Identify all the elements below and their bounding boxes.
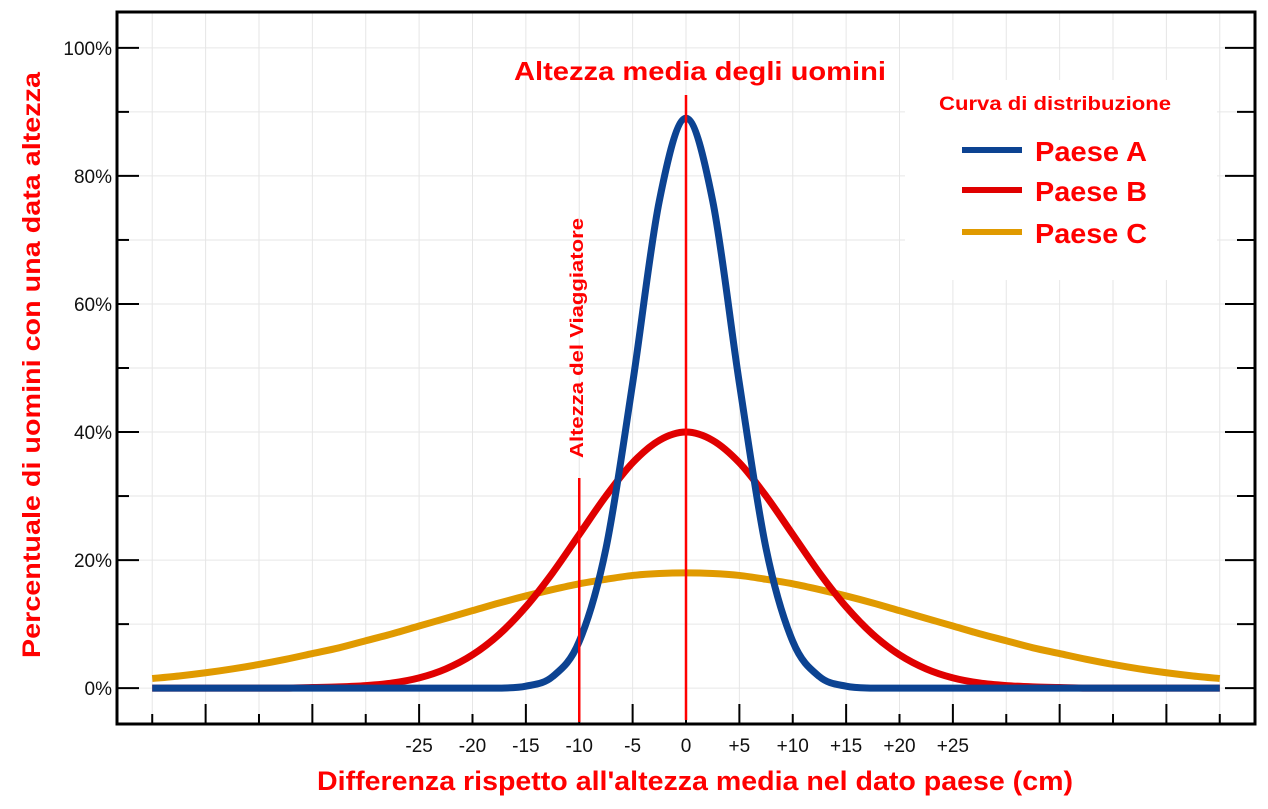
x-tick-label: -20 xyxy=(459,736,486,757)
y-tick-label: 100% xyxy=(63,39,112,60)
legend-label-paese-b: Paese B xyxy=(1035,176,1147,207)
x-tick-label: -10 xyxy=(566,736,593,757)
x-tick-label: +5 xyxy=(729,736,751,757)
x-tick-labels: -25 -20 -15 -10 -5 0 +5 +10 +15 +20 +25 xyxy=(405,736,969,757)
y-tick-label: 20% xyxy=(74,551,112,572)
x-tick-label: -5 xyxy=(624,736,641,757)
legend: Curva di distribuzione Paese A Paese B P… xyxy=(905,80,1217,280)
legend-label-paese-c: Paese C xyxy=(1035,218,1147,249)
y-tick-label: 0% xyxy=(85,679,113,700)
x-tick-label: +25 xyxy=(937,736,969,757)
y-tick-label: 60% xyxy=(74,295,112,316)
traveler-annotation: Altezza del Viaggiatore xyxy=(567,218,587,458)
x-tick-label: 0 xyxy=(681,736,692,757)
x-tick-label: +15 xyxy=(830,736,862,757)
x-tick-label: -25 xyxy=(405,736,432,757)
legend-label-paese-a: Paese A xyxy=(1035,136,1147,167)
chart-title: Altezza media degli uomini xyxy=(514,56,886,86)
y-tick-label: 40% xyxy=(74,423,112,444)
x-tick-label: +20 xyxy=(883,736,915,757)
x-axis-label: Differenza rispetto all'altezza media ne… xyxy=(317,766,1073,796)
x-tick-label: -15 xyxy=(512,736,539,757)
y-tick-labels: 0% 20% 40% 60% 80% 100% xyxy=(63,39,112,700)
y-tick-label: 80% xyxy=(74,167,112,188)
legend-box xyxy=(905,80,1217,280)
axis-ticks xyxy=(117,46,1255,724)
x-tick-label: +10 xyxy=(777,736,809,757)
y-axis-label: Percentuale di uomini con una data altez… xyxy=(18,71,46,658)
legend-title: Curva di distribuzione xyxy=(939,94,1171,115)
